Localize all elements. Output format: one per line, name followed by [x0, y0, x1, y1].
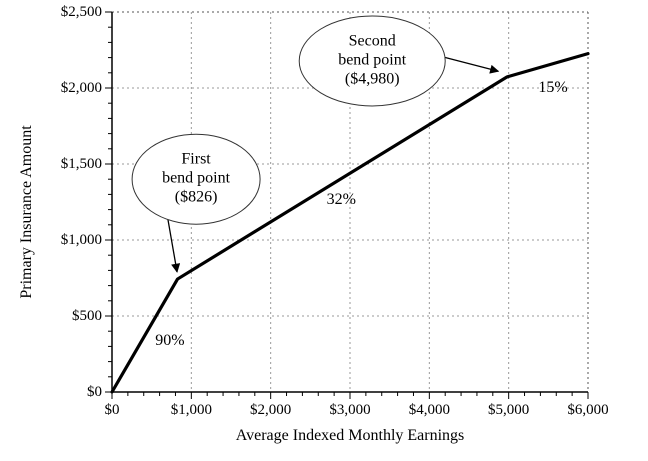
callout-ellipse	[131, 133, 261, 225]
callout-text: First bend point ($826)	[162, 151, 230, 208]
y-tick-label: $1,000	[60, 232, 102, 248]
x-tick-label: $5,000	[488, 402, 530, 418]
callout-ellipse	[298, 15, 446, 107]
callout-arrow	[166, 217, 181, 273]
segment-label: 32%	[326, 190, 356, 208]
callout-line: ($826)	[174, 188, 218, 206]
y-tick-label: $2,000	[60, 80, 102, 96]
x-axis-title: Average Indexed Monthly Earnings	[235, 427, 465, 444]
x-tick-label: $0	[104, 402, 120, 418]
x-tick-label: $3,000	[329, 402, 371, 418]
y-tick-label: $1,500	[60, 156, 102, 172]
callout-line: bend point	[338, 51, 407, 69]
callout-line: Second	[348, 32, 396, 50]
callout-text: Second bend point ($4,980)	[338, 33, 406, 90]
pia-line	[110, 52, 590, 394]
callout-line: First	[181, 150, 211, 168]
callout-line: ($4,980)	[344, 70, 400, 88]
callout-arrow	[442, 56, 500, 74]
x-tick-label: $4,000	[408, 402, 450, 418]
x-tick-label: $2,000	[250, 402, 292, 418]
y-tick-label: $2,500	[60, 4, 102, 20]
x-tick-label: $6,000	[567, 402, 609, 418]
y-tick-label: $0	[87, 384, 102, 400]
segment-label: 15%	[538, 79, 568, 96]
x-tick-label: $1,000	[170, 402, 212, 418]
y-axis-title: Primary Insurance Amount	[18, 125, 35, 299]
y-tick-label: $500	[72, 308, 102, 324]
segment-label: 90%	[155, 332, 185, 350]
callout-line: bend point	[162, 169, 231, 187]
